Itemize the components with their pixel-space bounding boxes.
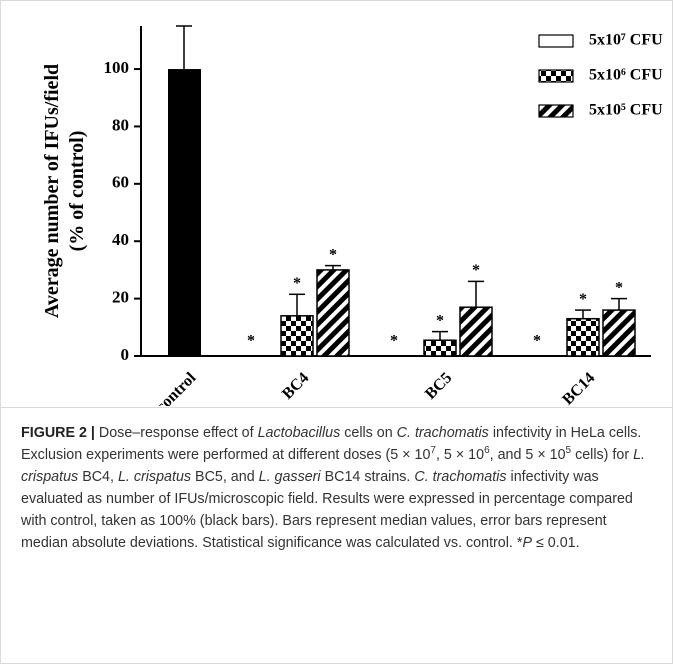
significance-mark: * bbox=[472, 262, 480, 279]
y-axis-label-line: (% of control) bbox=[66, 131, 88, 252]
caption-run: infectivity was evaluated as number of I… bbox=[21, 469, 633, 551]
y-tick-label: 100 bbox=[104, 58, 130, 77]
caption-run: L. gasseri bbox=[258, 469, 321, 485]
significance-mark: * bbox=[329, 246, 337, 263]
caption-run: Dose–response effect of bbox=[98, 425, 258, 441]
caption-run: 5 bbox=[565, 445, 572, 457]
x-tick-label: control bbox=[153, 369, 200, 406]
significance-mark: * bbox=[247, 333, 255, 350]
bar bbox=[280, 315, 314, 357]
y-axis-label-line: Average number of IFUs/field bbox=[41, 64, 63, 318]
caption-run: Lactobacillus bbox=[257, 425, 341, 441]
caption-run: BC14 strains. bbox=[320, 469, 415, 485]
x-tick-label: BC5 bbox=[422, 369, 455, 402]
caption-run: BC4, bbox=[78, 469, 118, 485]
x-tick-label: BC14 bbox=[559, 369, 598, 406]
y-tick-label: 40 bbox=[112, 230, 129, 249]
x-tick-label: BC4 bbox=[279, 369, 312, 402]
bar bbox=[423, 339, 457, 357]
caption-run: L. crispatus bbox=[21, 447, 646, 485]
y-tick-label: 20 bbox=[112, 288, 129, 307]
caption-run: cells on bbox=[340, 425, 397, 441]
y-tick-label: 80 bbox=[112, 115, 129, 134]
legend-swatch bbox=[538, 34, 574, 48]
caption-run: 6 bbox=[484, 445, 490, 457]
caption-run: P bbox=[522, 535, 532, 551]
caption-run: 7 bbox=[430, 445, 436, 457]
significance-mark: * bbox=[436, 312, 444, 329]
caption-run: cells) for bbox=[571, 447, 634, 463]
caption-run: , and 5 × 10 bbox=[489, 447, 566, 463]
legend-label: 5x10⁵ CFU bbox=[589, 102, 663, 119]
control-bar bbox=[168, 69, 201, 356]
significance-mark: * bbox=[615, 279, 623, 296]
caption-run: FIGURE 2 | bbox=[21, 425, 99, 441]
legend-swatch bbox=[538, 69, 574, 83]
legend-label: 5x10⁶ CFU bbox=[589, 67, 663, 84]
bar bbox=[566, 317, 600, 357]
chart: Average number of IFUs/field (% of contro… bbox=[41, 25, 663, 416]
bar bbox=[602, 309, 636, 357]
y-tick-label: 60 bbox=[112, 173, 129, 192]
legend-label: 5x10⁷ CFU bbox=[589, 32, 663, 49]
caption-run: C. trachomatis bbox=[396, 425, 489, 441]
significance-mark: * bbox=[293, 275, 301, 292]
significance-mark: * bbox=[579, 291, 587, 308]
legend-swatch bbox=[538, 104, 574, 118]
y-tick-label: 0 bbox=[121, 345, 130, 364]
bar bbox=[459, 306, 493, 357]
caption-run: C. trachomatis bbox=[414, 469, 507, 485]
significance-mark: * bbox=[390, 333, 398, 350]
caption-run: , 5 × 10 bbox=[435, 447, 485, 463]
caption-run: ≤ 0.01. bbox=[532, 535, 580, 551]
caption-run: infectivity in HeLa cells. Exclusion exp… bbox=[21, 425, 642, 463]
bar bbox=[316, 269, 350, 357]
caption: FIGURE 2 | Dose–response effect of Lacto… bbox=[1, 407, 672, 663]
significance-mark: * bbox=[533, 333, 541, 350]
y-axis-label: Average number of IFUs/field (% of contro… bbox=[41, 64, 88, 318]
caption-run: BC5, and bbox=[191, 469, 259, 485]
caption-run: L. crispatus bbox=[117, 469, 192, 485]
